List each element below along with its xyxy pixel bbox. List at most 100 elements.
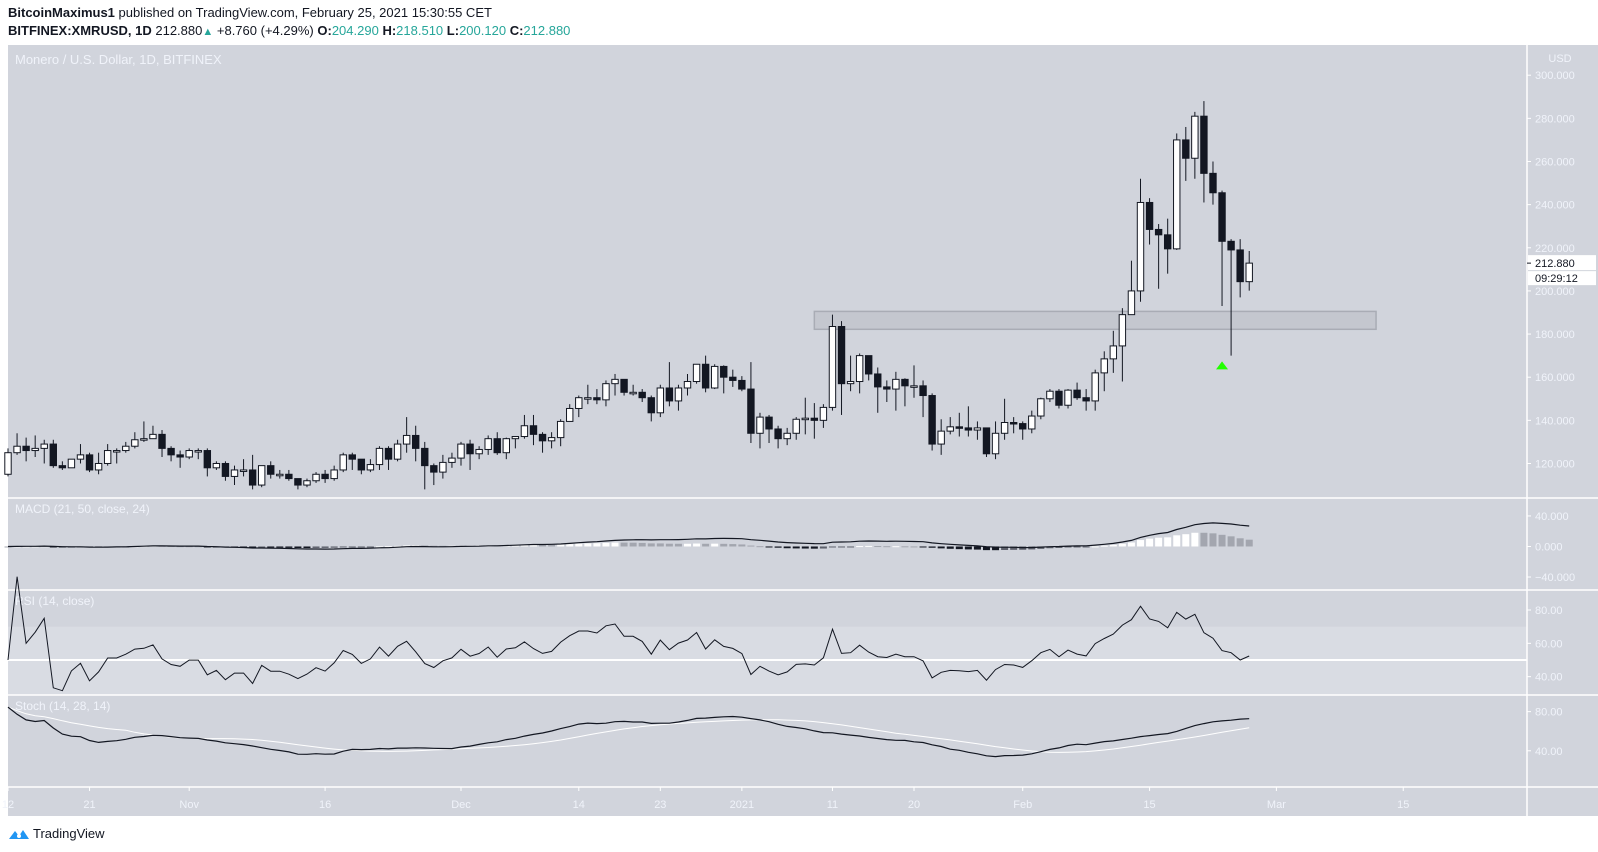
macd-histogram-bar <box>1218 534 1226 547</box>
low-value: 200.120 <box>459 23 507 38</box>
candle-body-down <box>928 395 936 445</box>
macd-histogram-bar <box>647 543 655 547</box>
macd-histogram-bar <box>1146 538 1154 547</box>
candle <box>1109 330 1118 373</box>
candle-body-down <box>638 391 646 399</box>
candle <box>928 393 936 451</box>
macd-histogram-bar <box>4 546 12 548</box>
macd-histogram-bar <box>611 542 619 547</box>
currency-label: USD <box>1548 53 1571 65</box>
candle <box>547 432 556 449</box>
tradingview-logo[interactable]: TradingView <box>8 826 105 841</box>
macd-histogram-bar <box>1100 545 1108 547</box>
candle-body-down <box>665 387 674 402</box>
time-tick-label: 15 <box>1143 799 1155 811</box>
candle-body-down <box>593 397 601 401</box>
rsi-line <box>7 576 1250 692</box>
candle <box>756 412 764 449</box>
publish-info: BitcoinMaximus1 published on TradingView… <box>8 5 492 20</box>
publisher-name[interactable]: BitcoinMaximus1 <box>8 5 115 20</box>
macd-histogram-bar <box>783 546 791 549</box>
candle-body-up <box>855 355 864 383</box>
time-tick-label: 23 <box>654 799 666 811</box>
candle <box>683 373 692 396</box>
candle-body-up <box>67 458 76 469</box>
candle <box>964 406 973 437</box>
candle-body-up <box>230 469 239 477</box>
candle-body-up <box>602 383 610 401</box>
open-label: O: <box>317 23 332 38</box>
candle-body-up <box>502 438 511 454</box>
close-label: C: <box>509 23 524 38</box>
candle <box>729 369 737 387</box>
macd-histogram-bar <box>339 546 347 548</box>
macd-histogram-bar <box>285 546 293 548</box>
macd-histogram-bar <box>602 542 610 547</box>
candle-body-down <box>58 465 67 469</box>
macd-histogram-bar <box>40 546 48 548</box>
candle <box>248 454 257 490</box>
candle-body-up <box>439 461 447 473</box>
candle-body-up <box>393 443 402 460</box>
rsi-tick-label: 60.00 <box>1535 638 1563 650</box>
macd-histogram-bar <box>1046 546 1054 549</box>
candle <box>1200 101 1208 203</box>
candle <box>611 373 619 396</box>
close-value: 212.880 <box>523 23 571 38</box>
candle-body-down <box>1145 201 1154 230</box>
candle-body-up <box>1037 398 1045 417</box>
candle <box>439 454 447 479</box>
candle-body-down <box>765 416 773 430</box>
macd-histogram-bar <box>638 542 646 547</box>
candle-body-down <box>348 454 356 460</box>
candle-body-up <box>40 443 48 449</box>
candle <box>629 384 637 396</box>
macd-histogram-bar <box>385 546 393 548</box>
published-text: published on TradingView.com, February 2… <box>118 5 492 20</box>
candle-body-down <box>1055 390 1063 406</box>
candle-body-down <box>874 373 882 388</box>
candle-body-up <box>94 462 103 471</box>
candle <box>67 458 76 469</box>
candle-body-up <box>584 397 592 400</box>
stoch-tick-label: 80.00 <box>1535 707 1563 719</box>
candle-body-up <box>656 387 665 414</box>
candle-body-down <box>810 417 819 421</box>
candle-body-up <box>683 381 692 389</box>
macd-histogram-bar <box>674 543 682 547</box>
candle-body-up <box>1191 115 1199 159</box>
candle-body-up <box>1118 314 1127 347</box>
price-tick-label: 200.000 <box>1535 286 1575 298</box>
candle <box>122 441 130 453</box>
candle-body-up <box>1028 415 1036 430</box>
low-label: L: <box>446 23 460 38</box>
candle-body-down <box>1209 172 1217 194</box>
macd-histogram-bar <box>774 546 782 548</box>
candle <box>276 469 284 479</box>
candle <box>94 452 103 475</box>
candle-body-down <box>647 397 655 414</box>
support-zone-rectangle[interactable] <box>813 310 1377 331</box>
candle <box>312 472 320 483</box>
symbol-info: BITFINEX:XMRUSD, 1D 212.880▲ +8.760 (+4.… <box>8 23 570 38</box>
macd-histogram-bar <box>937 546 945 549</box>
candle-body-up <box>457 443 465 459</box>
candle <box>1209 161 1217 205</box>
candle <box>910 365 918 398</box>
candle <box>113 448 121 464</box>
candle <box>1118 308 1127 382</box>
candle <box>991 421 1000 460</box>
candle <box>511 436 520 449</box>
macd-histogram-bar <box>303 546 311 549</box>
candle <box>1028 410 1036 434</box>
candle-body-down <box>248 469 257 486</box>
macd-histogram-bar <box>928 546 936 548</box>
candle-body-down <box>1082 397 1090 402</box>
candle <box>538 432 547 453</box>
candle-body-down <box>1227 240 1235 251</box>
macd-histogram-bar <box>529 544 537 547</box>
candle-body-down <box>529 425 538 435</box>
candle-body-down <box>203 450 212 469</box>
candle-body-up <box>76 454 85 460</box>
